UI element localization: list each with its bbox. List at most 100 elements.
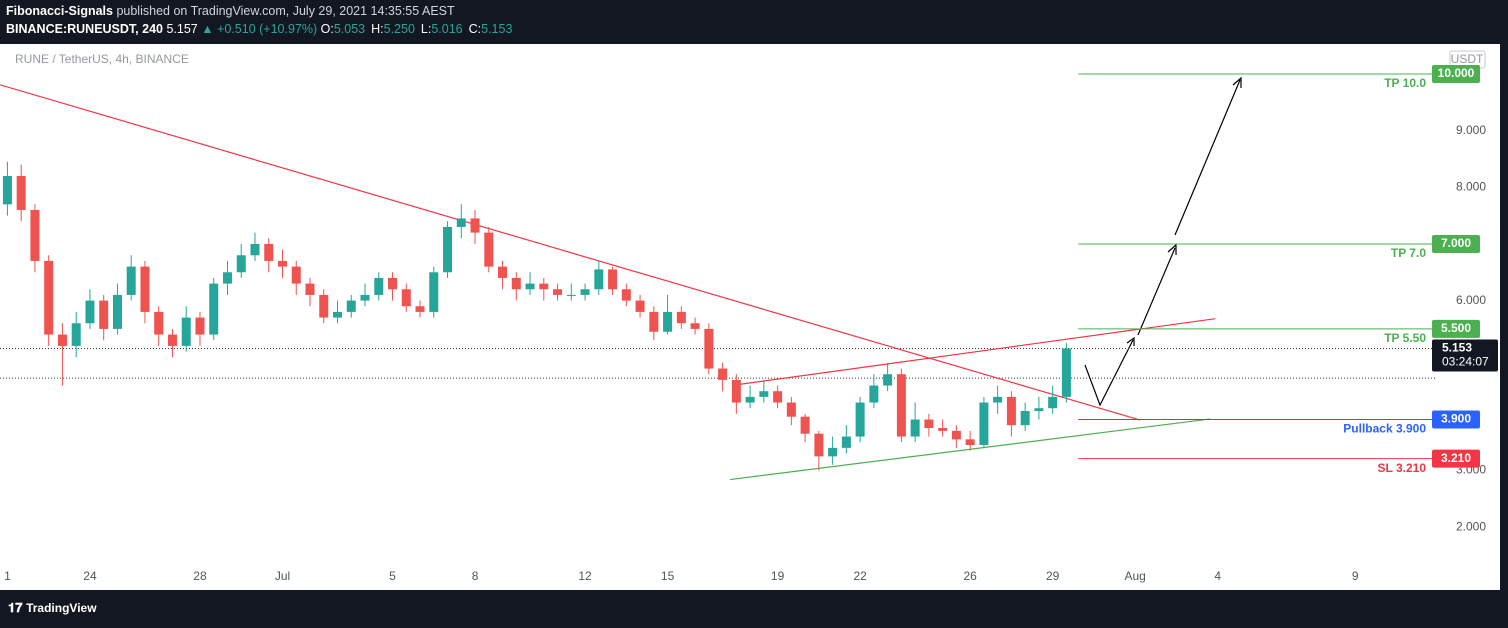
candle-body [938,428,948,431]
x-tick-label: 8 [472,569,479,583]
candle-body [704,328,714,369]
level-tag-label: 3.900 [1441,412,1471,426]
ohlc: O:5.053 H:5.250 L:5.016 C:5.153 [321,22,513,36]
candle-body [498,266,508,278]
candle-body [470,218,480,233]
candle-body [979,402,989,446]
candle-body [154,311,164,335]
chart-title: RUNE / TetherUS, 4h, BINANCE [15,52,189,66]
candle-body [800,416,810,434]
candle-body [635,300,645,312]
candle-body [305,283,315,295]
candle-body [745,396,755,403]
x-tick-label: 15 [661,569,675,583]
candle-body [718,368,728,380]
candle-body [222,272,232,284]
candle-body [415,306,425,312]
arrow [1174,79,1241,236]
candle-body [511,277,521,290]
ohlc-key: H: [371,22,384,36]
candle-body [828,447,838,457]
countdown: 03:24:07 [1442,355,1489,369]
level-label: SL 3.210 [1378,461,1427,475]
ohlc-key: L: [421,22,431,36]
candle-body [553,289,563,295]
x-tick-label: 5 [389,569,396,583]
candle-body [346,300,356,312]
candle-body [30,209,40,261]
candle-body [910,419,920,437]
x-tick-label: 29 [1046,569,1060,583]
y-tick-label: 6.000 [1456,293,1486,307]
candle-body [167,334,177,346]
x-tick-label: Aug [1125,569,1146,583]
candle-body [250,243,260,256]
x-tick-label: 4 [1214,569,1221,583]
level-label: TP 7.0 [1391,246,1426,260]
trendline [0,84,1141,421]
candle-body [566,294,576,296]
candle-body [731,379,741,403]
currency: USDT [1451,52,1484,66]
candle-body [484,232,494,267]
y-tick-label: 9.000 [1456,123,1486,137]
x-tick-label: 19 [771,569,785,583]
candle-body [759,391,769,397]
chart-area [0,44,1500,590]
ohlc-value: 5.016 [431,22,462,36]
level-label: Pullback 3.900 [1343,422,1426,436]
candle-body [580,289,590,295]
y-tick-label: 8.000 [1456,179,1486,193]
x-tick-label: 1 [4,569,11,583]
candle-body [360,294,370,301]
candle-body [594,269,604,290]
last-price-label: 5.153 [1442,341,1472,355]
candle-body [44,260,54,335]
candle-body [112,294,122,329]
candle-body [1034,408,1044,412]
candle-body [951,430,961,440]
candle-body [663,311,673,332]
candle-body [965,439,975,446]
candle-body [57,334,67,346]
candle-body [608,269,618,290]
candle-body [319,294,329,318]
candle-body [1020,411,1030,426]
y-tick-label: 2.000 [1456,519,1486,533]
candle-body [539,283,549,290]
x-tick-label: Jul [275,569,290,583]
last: 5.157 [166,22,197,36]
candle-body [374,277,384,295]
candle-body [291,266,301,284]
arrow-head [1126,336,1135,346]
author: Fibonacci-Signals [6,4,113,18]
candle-body [676,311,686,324]
ohlc-value: 5.153 [481,22,512,36]
ohlc-value: 5.053 [334,22,365,36]
brand: 𝟏𝟕 TradingView [8,600,97,615]
candle-body [277,260,287,267]
level-tag [1432,65,1480,84]
candle-body [181,317,191,346]
candle-body [209,283,219,335]
candle-body [264,243,274,261]
candle-body [924,419,934,429]
arrow-head [1232,76,1242,88]
candle-body [85,300,95,324]
candle-body [16,175,26,210]
ohlc-key: O: [321,22,334,36]
candle-body [2,175,12,205]
x-tick-label: 24 [83,569,97,583]
candle-body [814,433,824,457]
header-line1: Fibonacci-Signals published on TradingVi… [6,4,455,18]
candle-body [883,374,893,386]
symbol: BINANCE:RUNEUSDT, 240 [6,22,163,36]
level-tag [1432,410,1480,429]
candle-body [99,300,109,329]
header-line2: BINANCE:RUNEUSDT, 240 5.157 ▲ +0.510 (+1… [6,22,512,36]
candle-body [1006,396,1016,426]
x-tick-label: 12 [578,569,592,583]
level-tag [1432,449,1480,468]
